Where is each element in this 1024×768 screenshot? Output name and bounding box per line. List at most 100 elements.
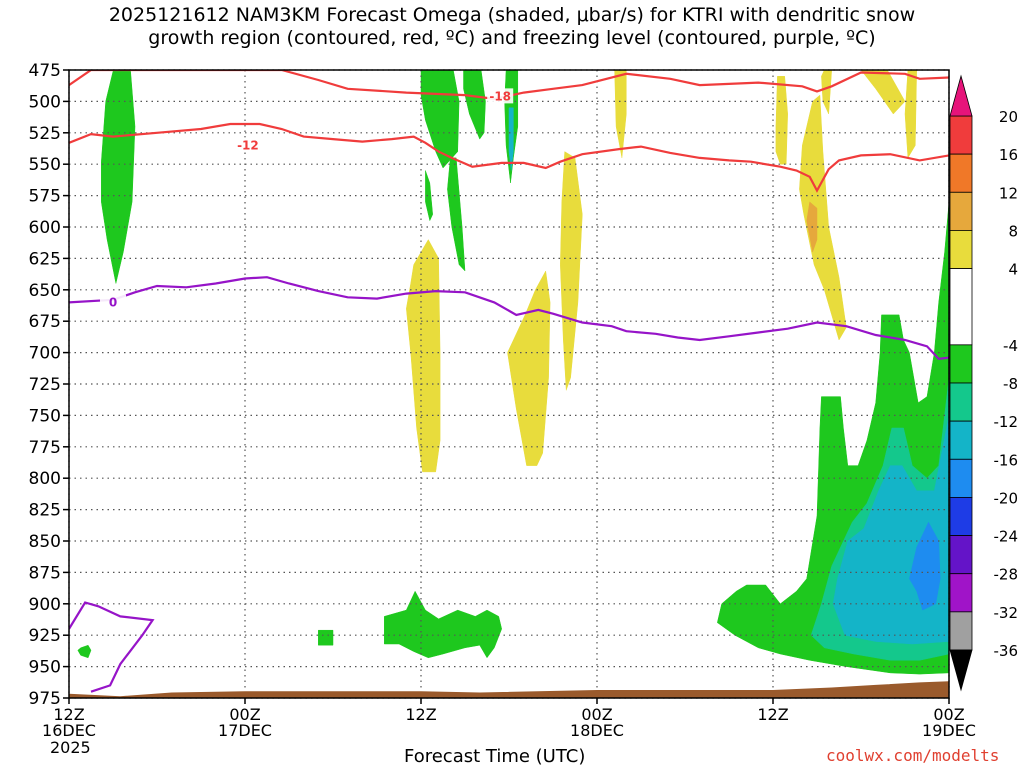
- colorbar-label: 20: [999, 108, 1018, 126]
- colorbar-band-4: [949, 268, 973, 346]
- x-tick-label: 12Z: [757, 705, 788, 724]
- colorbar-band-2: [949, 191, 973, 231]
- x-tick-label: 00Z: [581, 705, 612, 724]
- terrain-fill: [69, 681, 949, 698]
- contour-label: -12: [237, 138, 259, 152]
- colorbar-band-6: [949, 382, 973, 422]
- colorbar-band-0: [949, 115, 973, 155]
- contour-labels: -18 -12 0: [100, 88, 514, 310]
- colorbar-band-12: [949, 611, 973, 651]
- x-tick-sublabel: 18DEC: [570, 721, 624, 740]
- y-tick-label: 500: [29, 92, 61, 112]
- y-tick-label: 900: [29, 595, 61, 615]
- x-tick-label: 00Z: [933, 705, 964, 724]
- colorbar-label: 4: [1008, 261, 1018, 279]
- y-tick-label: 800: [29, 469, 61, 489]
- colorbar-band-10: [949, 535, 973, 575]
- omega-region-15: [860, 70, 906, 115]
- y-tick-label: 825: [29, 501, 61, 521]
- contour-label-bg: [100, 294, 126, 310]
- omega-region-2: [463, 70, 486, 140]
- contour-line-3: [69, 601, 155, 693]
- omega-region-16: [904, 70, 917, 159]
- y-axis: 475 500 525 550 575 600 625 650 675 700 725 750 775 8…: [29, 61, 69, 709]
- colorbar-band-8: [949, 458, 973, 498]
- contour-label-bg: [487, 88, 514, 104]
- omega-region-22: [318, 629, 334, 646]
- y-tick-label: 625: [29, 249, 61, 269]
- colorbar-top-arrow: [949, 74, 973, 117]
- colorbar-label: -32: [994, 604, 1019, 622]
- omega-region-10: [507, 270, 551, 466]
- contour-line-1: [69, 122, 949, 193]
- colorbar-band-11: [949, 573, 973, 613]
- contour-label: -18: [489, 89, 511, 103]
- y-tick-label: 850: [29, 532, 61, 552]
- colorbar-band-1: [949, 153, 973, 193]
- colorbar-band-5: [949, 344, 973, 384]
- omega-shading: [77, 70, 949, 675]
- y-tick-label: 750: [29, 406, 61, 426]
- grid: [68, 69, 950, 699]
- omega-region-6: [425, 170, 433, 222]
- omega-region-20: [909, 521, 941, 611]
- y-tick-label: 675: [29, 312, 61, 332]
- credit-link[interactable]: coolwx.com/modelts: [826, 746, 1000, 765]
- y-tick-label: 600: [29, 218, 61, 238]
- y-tick-label: 725: [29, 375, 61, 395]
- y-tick-label: 875: [29, 563, 61, 583]
- colorbar-label: -4: [1003, 337, 1018, 355]
- colorbar-bottom-arrow: [949, 649, 973, 692]
- colorbar-label: -12: [994, 413, 1019, 431]
- colorbar-label: -20: [994, 489, 1019, 507]
- omega-region-14: [821, 70, 832, 115]
- title-line-1: 2025121612 NAM3KM Forecast Omega (shaded…: [108, 4, 916, 26]
- y-tick-label: 975: [29, 689, 61, 709]
- colorbar-label: -36: [994, 642, 1019, 660]
- omega-region-9: [406, 239, 441, 473]
- contour-line-0: [69, 70, 949, 101]
- y-tick-label: 525: [29, 124, 61, 144]
- x-tick-sublabel: 16DEC: [42, 721, 96, 740]
- omega-region-12: [799, 94, 847, 341]
- y-tick-label: 650: [29, 281, 61, 301]
- y-tick-label: 575: [29, 187, 61, 207]
- year-label: 2025: [50, 738, 91, 757]
- title-line-2: growth region (contoured, red, ºC) and f…: [148, 27, 876, 49]
- contour-label: 0: [109, 295, 117, 309]
- x-tick-sublabel: 17DEC: [218, 721, 272, 740]
- omega-region-0: [101, 71, 136, 284]
- omega-region-4: [508, 107, 514, 171]
- omega-region-21: [384, 590, 502, 659]
- colorbar-label: -8: [1003, 375, 1018, 393]
- x-tick-label: 12Z: [53, 705, 84, 724]
- y-tick-label: 950: [29, 658, 61, 678]
- contour-label-bg: [234, 137, 261, 153]
- x-tick-label: 00Z: [229, 705, 260, 724]
- y-tick-label: 775: [29, 438, 61, 458]
- colorbar-label: -24: [994, 528, 1019, 546]
- omega-region-8: [560, 151, 583, 391]
- colorbar-label: -16: [994, 451, 1019, 469]
- colorbar-band-9: [949, 497, 973, 536]
- y-tick-label: 550: [29, 155, 61, 175]
- x-tick-label: 12Z: [405, 705, 436, 724]
- omega-region-7: [614, 70, 627, 158]
- colorbar: 20 16 12 8 4 -4 -8 -12 -16 -20 -24 -28 -32 -36: [949, 74, 1019, 692]
- contours: [69, 70, 949, 693]
- omega-region-5: [447, 157, 466, 272]
- chart-title: 2025121612 NAM3KM Forecast Omega (shaded…: [0, 4, 1024, 50]
- y-tick-label: 475: [29, 61, 61, 81]
- x-tick-sublabel: 19DEC: [922, 721, 976, 740]
- y-tick-label: 925: [29, 626, 61, 646]
- colorbar-label: 8: [1008, 222, 1018, 240]
- omega-region-11: [775, 76, 788, 165]
- colorbar-label: 12: [999, 184, 1018, 202]
- y-tick-label: 700: [29, 344, 61, 364]
- colorbar-label: 16: [999, 146, 1018, 164]
- terrain: [69, 681, 949, 698]
- contour-line-2: [69, 276, 949, 361]
- x-axis-label: Forecast Time (UTC): [404, 746, 586, 767]
